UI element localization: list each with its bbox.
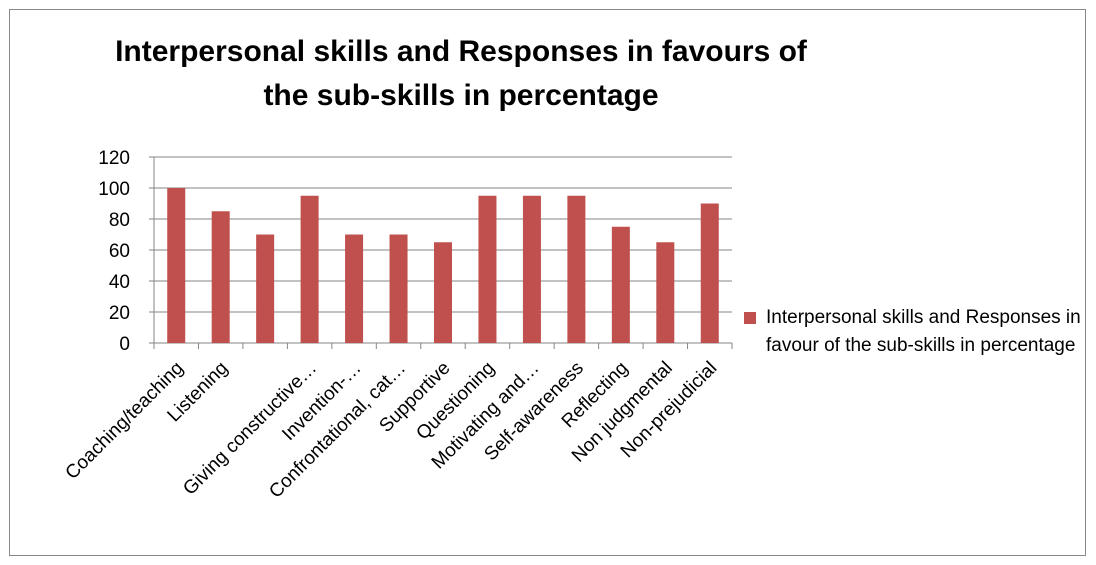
- bar: [300, 195, 319, 343]
- bars: [167, 188, 719, 343]
- bar: [700, 203, 719, 343]
- y-tick-label: 0: [119, 334, 130, 355]
- y-tick-label: 120: [98, 148, 130, 169]
- bar: [211, 211, 230, 343]
- y-tick-label: 100: [98, 179, 130, 200]
- bar: [522, 195, 541, 343]
- y-tick-label: 80: [109, 210, 130, 231]
- y-tick-label: 60: [109, 241, 130, 262]
- bar: [256, 234, 275, 343]
- bar: [167, 188, 186, 343]
- y-tick-label: 40: [109, 272, 130, 293]
- legend-label: Interpersonal skills and Responses in fa…: [766, 307, 1081, 356]
- x-tick-label: Coaching/teaching: [62, 358, 188, 484]
- bar: [389, 234, 408, 343]
- legend-swatch: [744, 312, 756, 324]
- bar: [567, 195, 586, 343]
- bar: [345, 234, 364, 343]
- bar: [611, 226, 630, 343]
- chart-area: [9, 9, 1086, 556]
- y-tick-label: 20: [109, 303, 130, 324]
- bar: [434, 242, 452, 343]
- bar: [656, 242, 675, 343]
- chart-title: Interpersonal skills and Responses in fa…: [115, 35, 807, 112]
- bar: [478, 195, 497, 343]
